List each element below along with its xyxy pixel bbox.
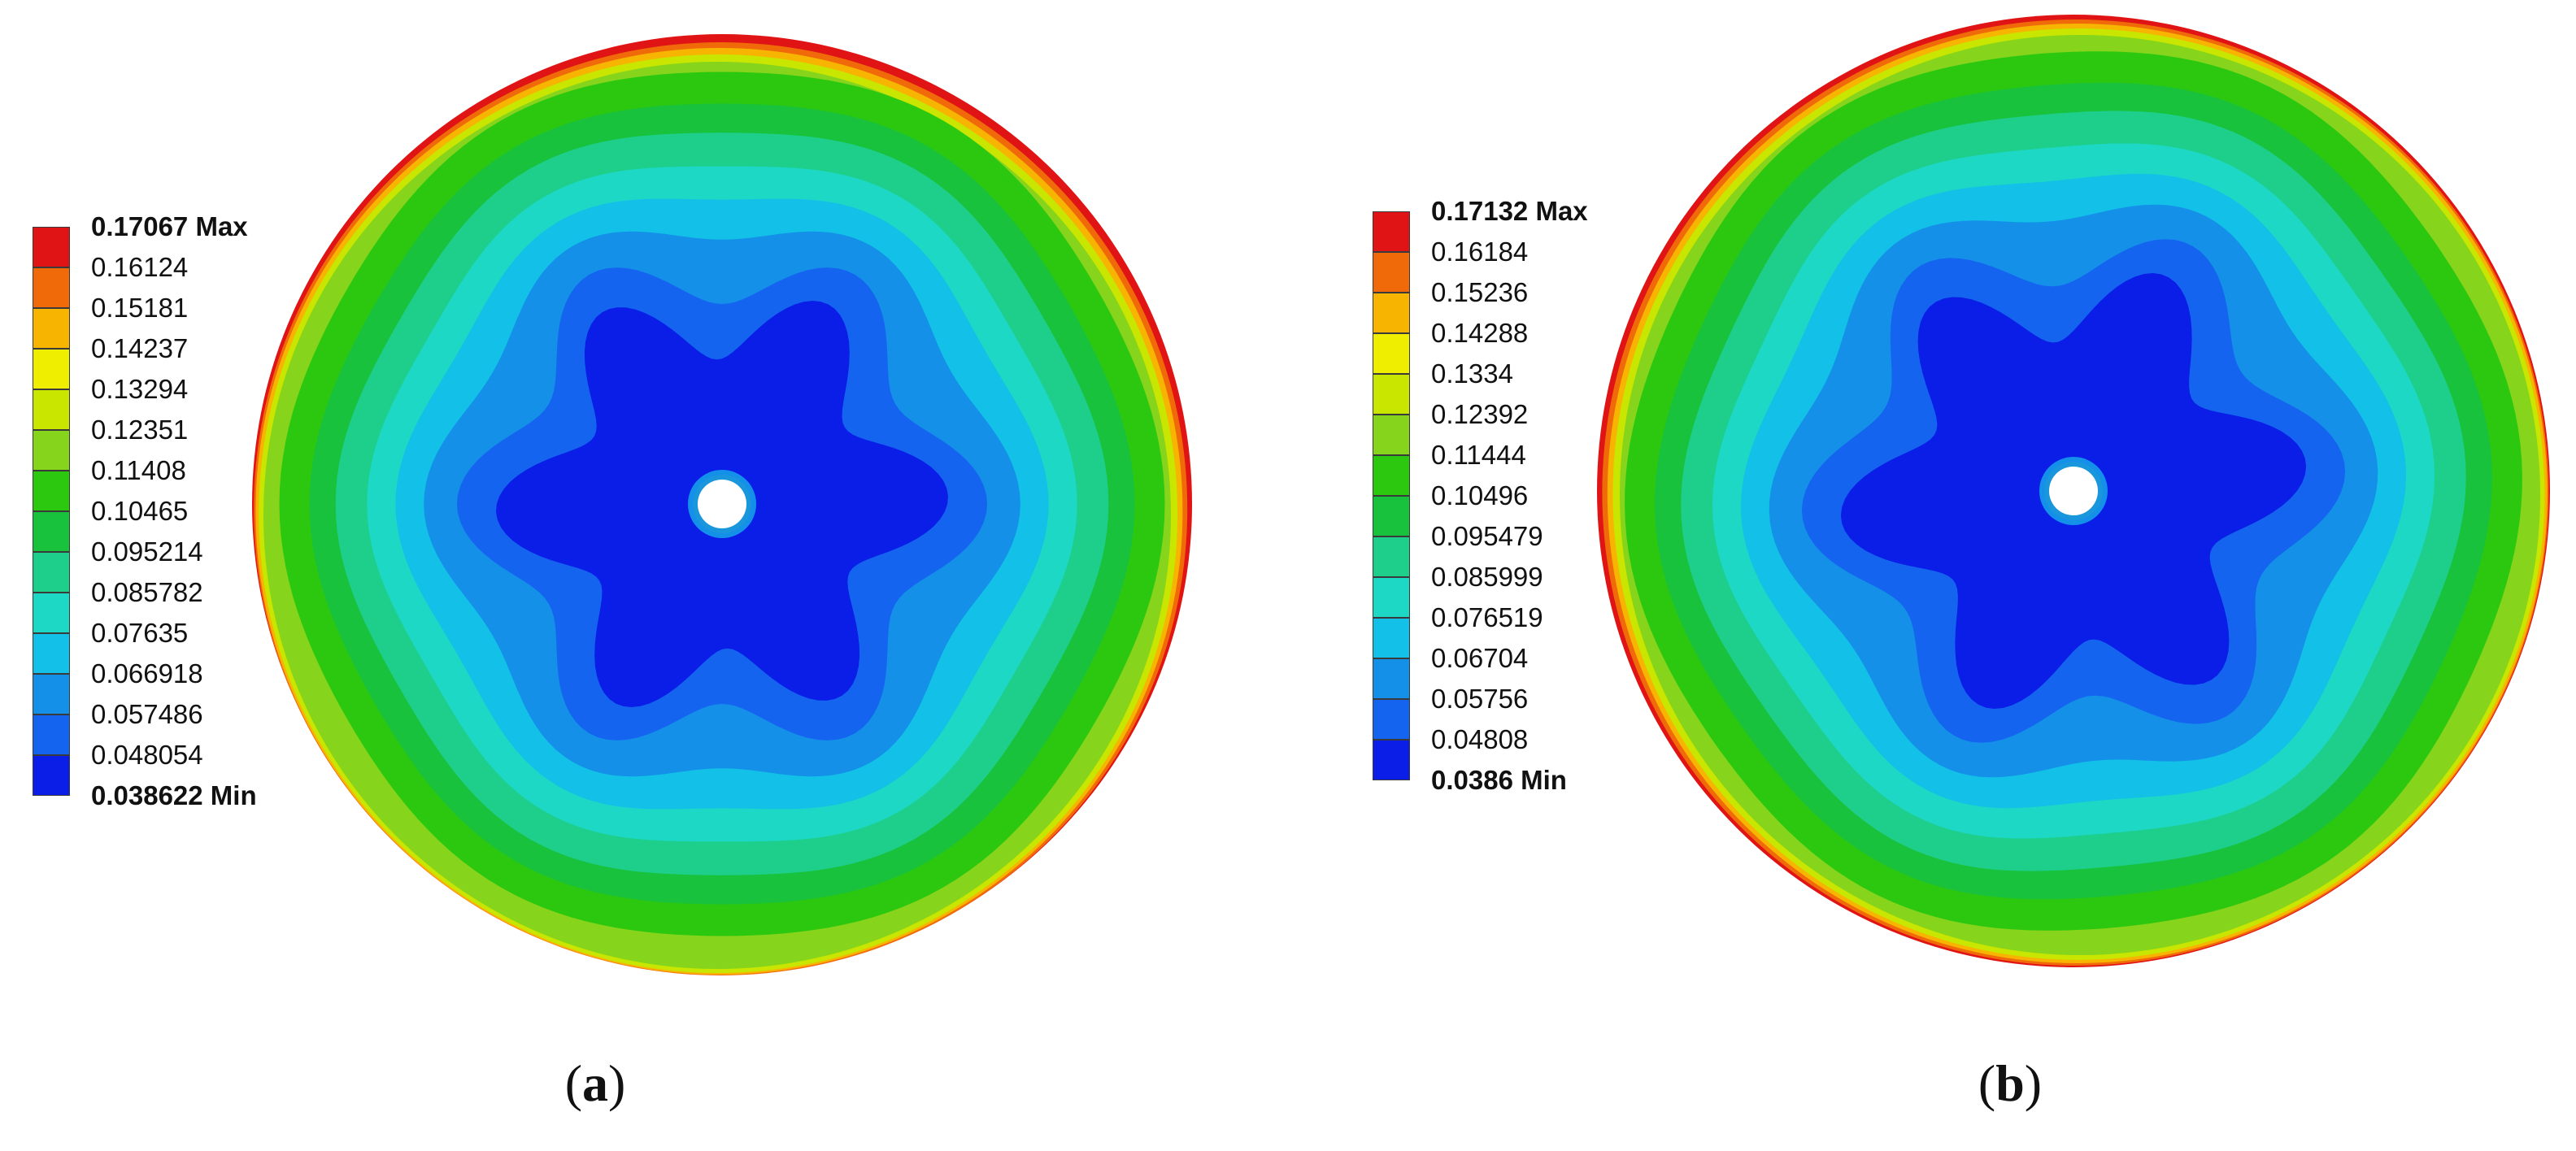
legend-tick-label: 0.14288 [1431,318,1529,348]
legend-tick-label: 0.04808 [1431,724,1529,754]
legend-swatch [1373,536,1410,577]
legend-swatch [1373,496,1410,536]
legend-swatch [33,511,70,552]
legend-tick-label: 0.15181 [91,293,189,323]
legend-min-label: 0.038622 Min [91,780,257,810]
legend-swatch [1373,577,1410,618]
legend-swatch [33,633,70,674]
legend-tick-label: 0.076519 [1431,602,1543,632]
legend-tick-label: 0.10465 [91,496,189,526]
legend-swatch [1373,658,1410,699]
legend-tick-label: 0.1334 [1431,358,1513,389]
legend-tick-label: 0.12392 [1431,399,1529,429]
center-hole [2049,467,2098,515]
legend-swatch [33,714,70,755]
legend-max-label: 0.17132 Max [1431,196,1588,226]
contour-plot-b [1597,15,2550,967]
legend-swatch [33,227,70,267]
legend-swatch [1373,252,1410,293]
legend-swatch [1373,374,1410,415]
legend-min-label: 0.0386 Min [1431,765,1567,795]
legend-tick-label: 0.11408 [91,455,186,485]
legend-tick-label: 0.12351 [91,415,189,445]
legend-swatch [33,674,70,714]
legend-swatch [1373,293,1410,333]
legend-swatch [33,349,70,389]
legend-swatch [1373,455,1410,496]
legend-max-label: 0.17067 Max [91,211,248,241]
legend-tick-label: 0.16184 [1431,237,1529,267]
legend-tick-label: 0.085782 [91,577,203,607]
legend-tick-label: 0.10496 [1431,480,1529,510]
contour-bands [1597,15,2550,967]
legend-tick-label: 0.11444 [1431,440,1526,470]
legend-tick-label: 0.085999 [1431,562,1543,592]
legend-swatch [33,267,70,308]
legend-tick-label: 0.15236 [1431,277,1529,307]
legend-swatch [33,471,70,511]
legend-swatch [1373,699,1410,740]
legend-tick-label: 0.16124 [91,252,189,282]
legend-swatch [1373,211,1410,252]
panel-a: 0.17067 Max 0.16124 0.15181 0.14237 0.13294 0… [33,34,1192,1112]
contour-plot-a [252,34,1192,975]
legend-swatch [1373,618,1410,658]
legend-swatch [1373,415,1410,455]
legend-tick-label: 0.06704 [1431,643,1529,673]
legend-tick-label: 0.14237 [91,333,189,363]
legend-swatch [33,308,70,349]
legend-swatch [33,552,70,593]
center-hole [698,480,746,528]
legend-tick-label: 0.095479 [1431,521,1543,551]
legend-tick-label: 0.13294 [91,374,189,404]
legend-tick-label: 0.057486 [91,699,203,729]
caption-b: (b) [1978,1054,2043,1112]
caption-a: (a) [564,1054,626,1112]
legend-tick-label: 0.048054 [91,740,203,770]
legend-tick-label: 0.066918 [91,658,203,688]
legend-swatch [33,389,70,430]
panel-b: 0.17132 Max 0.16184 0.15236 0.14288 0.1334 0.… [1288,0,2576,1151]
legend-tick-label: 0.07635 [91,618,189,648]
legend-swatch [1373,740,1410,780]
legend-tick-label: 0.05756 [1431,684,1529,714]
legend-tick-label: 0.095214 [91,536,203,567]
contour-bands [252,34,1192,975]
legend-swatch [33,593,70,633]
legend-swatch [1373,333,1410,374]
legend-swatch [33,755,70,796]
legend-swatch [33,430,70,471]
